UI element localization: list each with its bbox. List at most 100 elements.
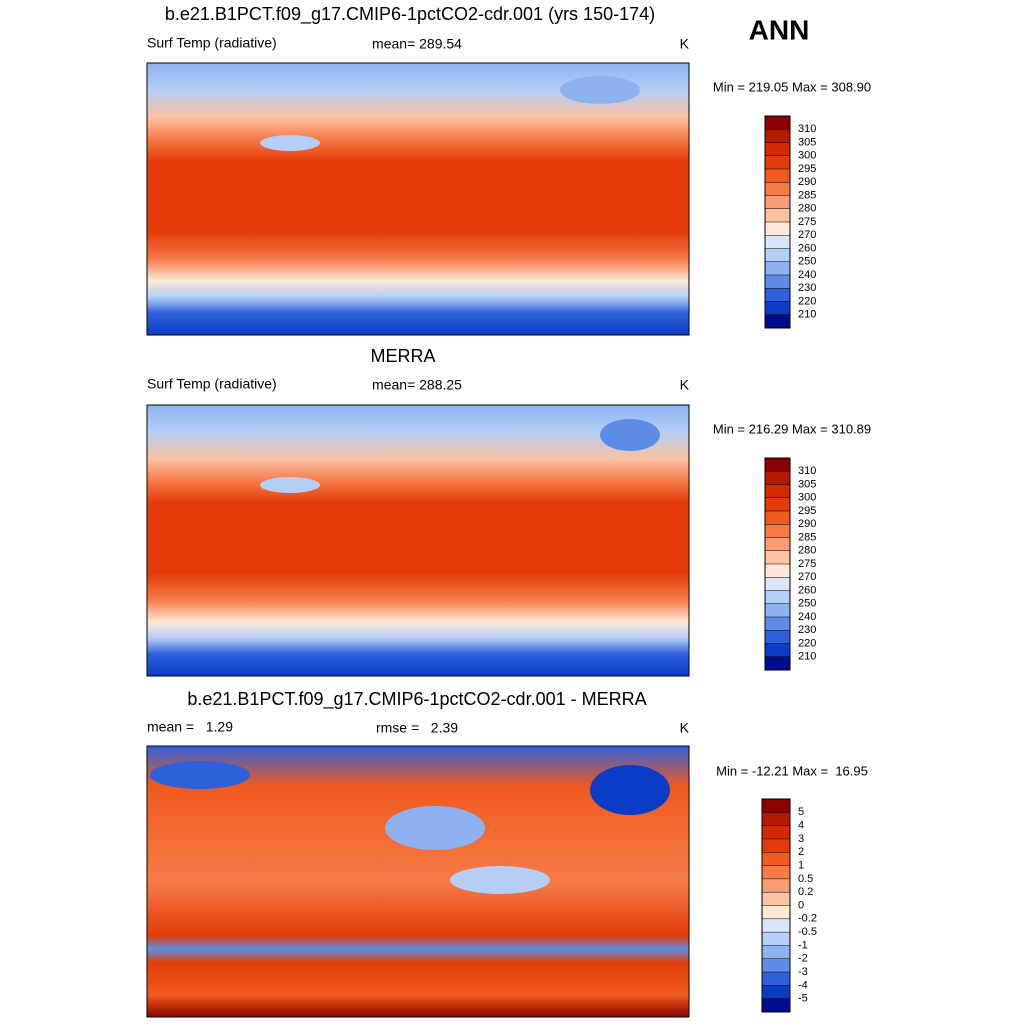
colorbar-swatch	[762, 838, 790, 853]
colorbar-swatch	[765, 275, 790, 289]
min-max-label: Min = -12.21 Max = 16.95	[716, 763, 868, 778]
colorbar-label: 4	[798, 820, 804, 832]
colorbar-swatch	[765, 656, 790, 671]
colorbar-swatch	[762, 812, 790, 826]
colorbar-swatch	[765, 471, 790, 485]
colorbar-swatch	[762, 852, 790, 866]
colorbar-label: 210	[798, 651, 816, 663]
colorbar-label: 0	[798, 899, 804, 911]
colorbar-swatch	[762, 878, 790, 893]
colorbar-label: 310	[798, 465, 816, 477]
colorbar-swatch	[765, 484, 790, 499]
colorbar-label: 260	[798, 584, 816, 596]
colorbar-label: -1	[798, 939, 808, 951]
colorbar-swatch	[765, 248, 790, 263]
colorbar-swatch	[765, 511, 790, 525]
colorbar-label: 295	[798, 505, 816, 517]
min-max-label: Min = 216.29 Max = 310.89	[713, 421, 871, 436]
colorbar-label: 220	[798, 637, 816, 649]
colorbar-swatch	[762, 905, 790, 920]
colorbar-swatch	[762, 865, 790, 880]
map-3	[146, 745, 690, 1018]
colorbar-swatch	[765, 643, 790, 658]
colorbar-swatch	[765, 590, 790, 605]
colorbar-swatch	[762, 985, 790, 999]
units-label: K	[680, 36, 690, 52]
colorbar-swatch	[765, 603, 790, 618]
colorbar-label: -4	[798, 979, 808, 991]
colorbar-label: 305	[798, 478, 816, 490]
colorbar-label: 0.5	[798, 873, 813, 885]
colorbar-label: 230	[798, 282, 816, 294]
colorbar-label: 5	[798, 806, 804, 818]
colorbar-label: 290	[798, 518, 816, 530]
colorbar-swatch	[765, 524, 790, 538]
colorbar-swatch	[765, 116, 790, 130]
left-label: mean = 1.29	[147, 719, 233, 735]
colorbar-swatch	[765, 182, 790, 196]
colorbar-swatch	[765, 208, 790, 223]
colorbar-label: -5	[798, 993, 808, 1005]
colorbar-swatch	[765, 142, 790, 157]
colorbar-label: 290	[798, 176, 816, 188]
colorbar-label: 260	[798, 242, 816, 254]
colorbar-label: 310	[798, 123, 816, 135]
colorbar-label: 275	[798, 216, 816, 228]
colorbar-label: 270	[798, 571, 816, 583]
colorbar-label: 275	[798, 558, 816, 570]
colorbar-swatch	[762, 958, 790, 973]
colorbar-swatch	[765, 222, 790, 236]
left-label: Surf Temp (radiative)	[147, 35, 277, 51]
panel-title: b.e21.B1PCT.f09_g17.CMIP6-1pctCO2-cdr.00…	[187, 689, 646, 710]
colorbar-label: 300	[798, 492, 816, 504]
colorbar-label: -2	[798, 953, 808, 965]
panel-title: MERRA	[370, 346, 435, 366]
colorbar-swatch	[765, 458, 790, 472]
colorbar-label: 1	[798, 859, 804, 871]
center-label: rmse = 2.39	[376, 720, 458, 736]
colorbar-swatch	[765, 550, 790, 565]
colorbar-swatch	[765, 537, 790, 552]
colorbar-swatch	[762, 932, 790, 946]
colorbar-swatch	[765, 630, 790, 644]
colorbar-label: 250	[798, 256, 816, 268]
colorbar-swatch	[765, 235, 790, 249]
left-label: Surf Temp (radiative)	[147, 376, 277, 392]
panel-title: b.e21.B1PCT.f09_g17.CMIP6-1pctCO2-cdr.00…	[165, 4, 655, 25]
colorbar-swatch	[762, 892, 790, 906]
colorbar-swatch	[765, 577, 790, 591]
colorbar-label: 285	[798, 189, 816, 201]
colorbar-swatch	[765, 261, 790, 276]
colorbar-label: 240	[798, 269, 816, 281]
colorbar-label: 305	[798, 136, 816, 148]
center-label: mean= 289.54	[372, 36, 462, 52]
colorbar-label: 295	[798, 163, 816, 175]
units-label: K	[680, 720, 690, 736]
colorbar-label: 230	[798, 624, 816, 636]
colorbar-label: 0.2	[798, 886, 813, 898]
colorbar-swatch	[765, 314, 790, 329]
colorbar-swatch	[765, 617, 790, 631]
colorbar-swatch	[765, 564, 790, 578]
colorbar-label: 3	[798, 833, 804, 845]
colorbar-swatch	[765, 195, 790, 210]
min-max-label: Min = 219.05 Max = 308.90	[713, 79, 871, 94]
colorbar-label: 210	[798, 309, 816, 321]
colorbar-swatch	[765, 169, 790, 183]
center-label: mean= 288.25	[372, 377, 462, 393]
colorbar-label: -0.5	[798, 926, 817, 938]
colorbar-label: -3	[798, 966, 808, 978]
colorbar-label: -0.2	[798, 913, 817, 925]
colorbar-swatch	[765, 301, 790, 316]
colorbar-swatch	[765, 288, 790, 302]
colorbar-swatch	[765, 129, 790, 143]
map-1	[146, 62, 690, 336]
colorbar-label: 280	[798, 203, 816, 215]
units-label: K	[680, 377, 690, 393]
colorbar-swatch	[762, 945, 790, 960]
colorbar-label: 285	[798, 531, 816, 543]
colorbar-swatch	[762, 998, 790, 1013]
colorbar-swatch	[762, 799, 790, 813]
season-label: ANN	[749, 14, 810, 45]
